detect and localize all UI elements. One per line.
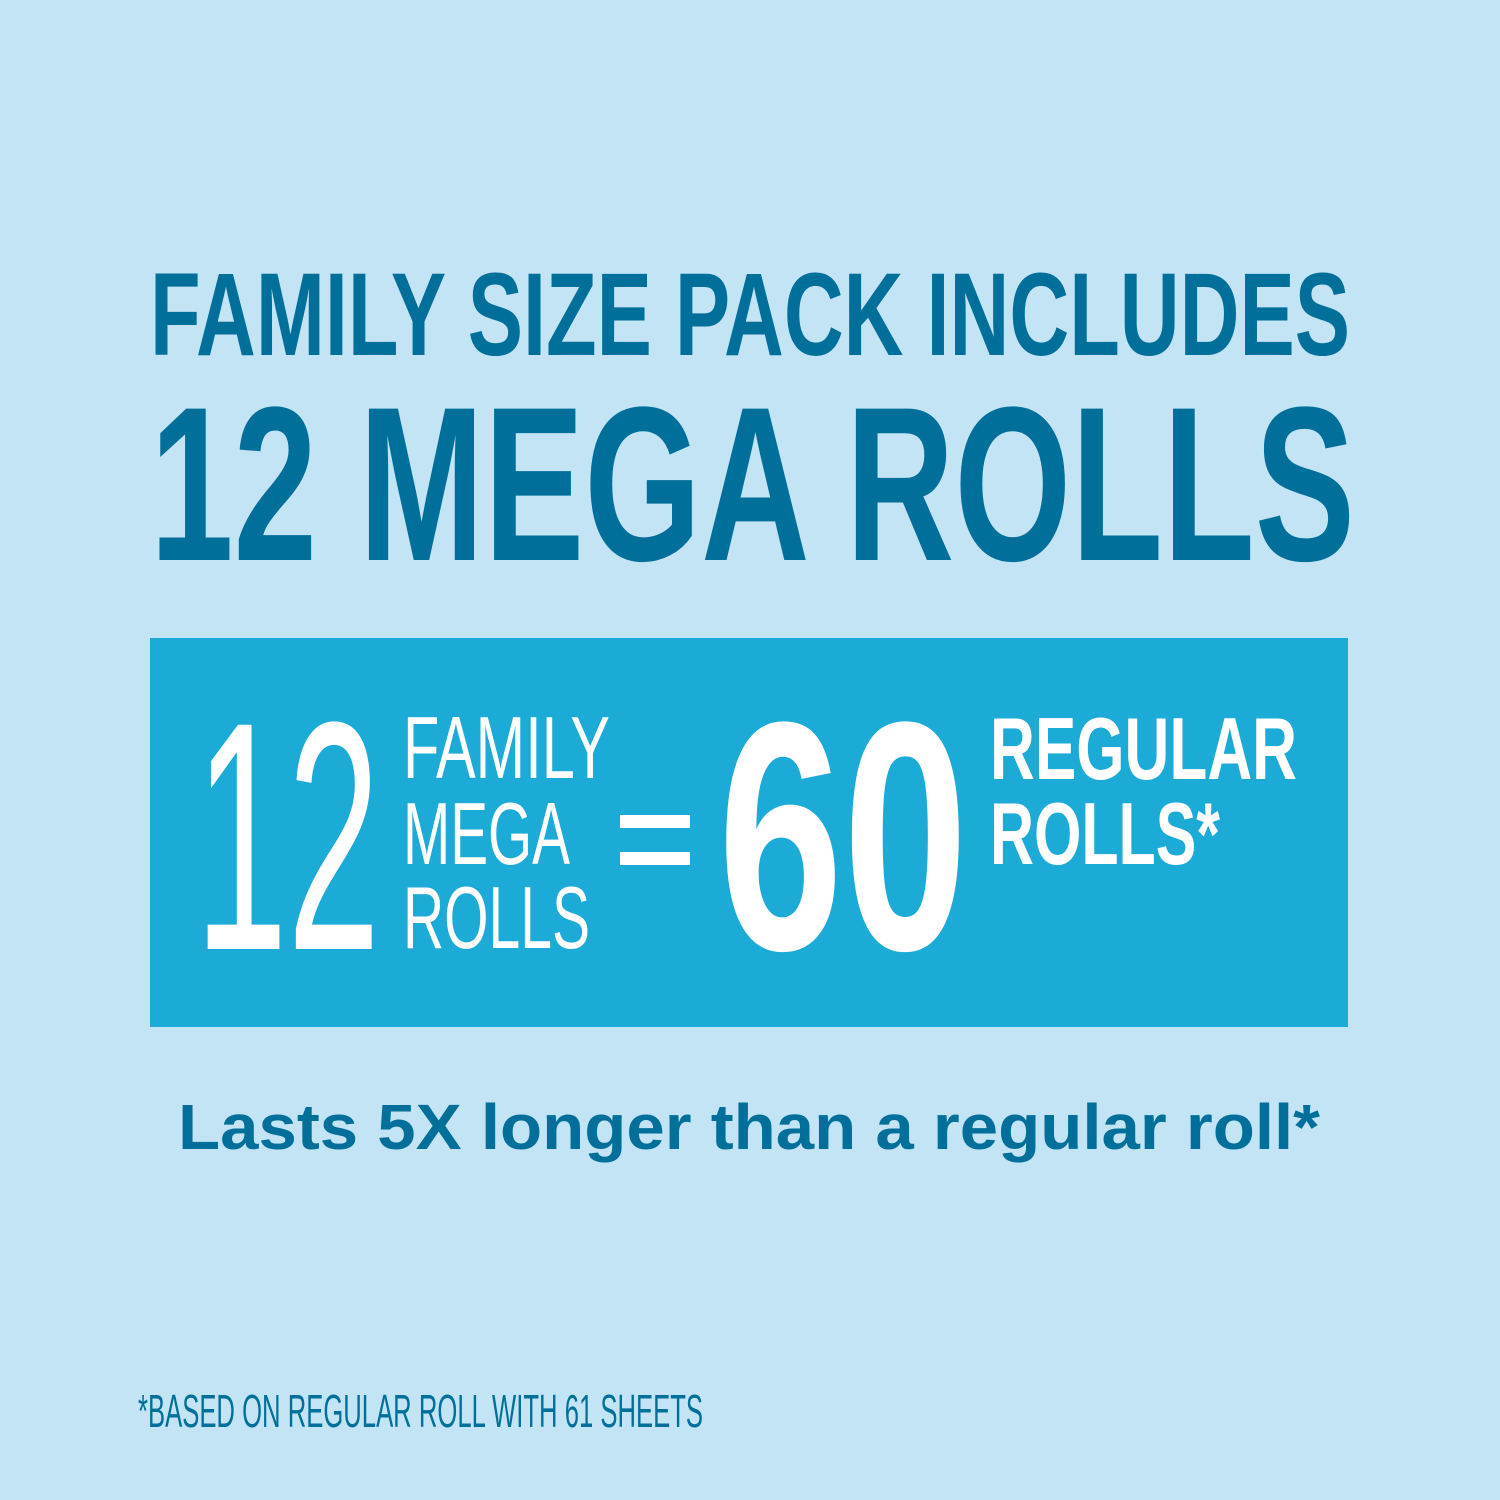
- heading-line-1: FAMILY SIZE PACK INCLUDES: [150, 249, 1350, 381]
- right-number: 60: [718, 655, 968, 1019]
- equals-bar-top: [620, 815, 690, 828]
- footnote: *BASED ON REGULAR ROLL WITH 61 SHEETS: [138, 1385, 703, 1437]
- left-number: 12: [195, 655, 380, 1019]
- right-label-line-1: REGULAR: [990, 699, 1297, 798]
- left-label-line-3: ROLLS: [403, 868, 590, 967]
- left-label-line-1: FAMILY: [403, 698, 610, 797]
- left-label-line-2: MEGA: [403, 784, 570, 883]
- equals-bar-bottom: [620, 852, 690, 865]
- tagline: Lasts 5X longer than a regular roll*: [178, 1091, 1320, 1163]
- heading-line-2: 12 MEGA ROLLS: [150, 361, 1355, 607]
- right-label-line-2: ROLLS*: [990, 784, 1220, 883]
- comparison-box: [150, 638, 1348, 1027]
